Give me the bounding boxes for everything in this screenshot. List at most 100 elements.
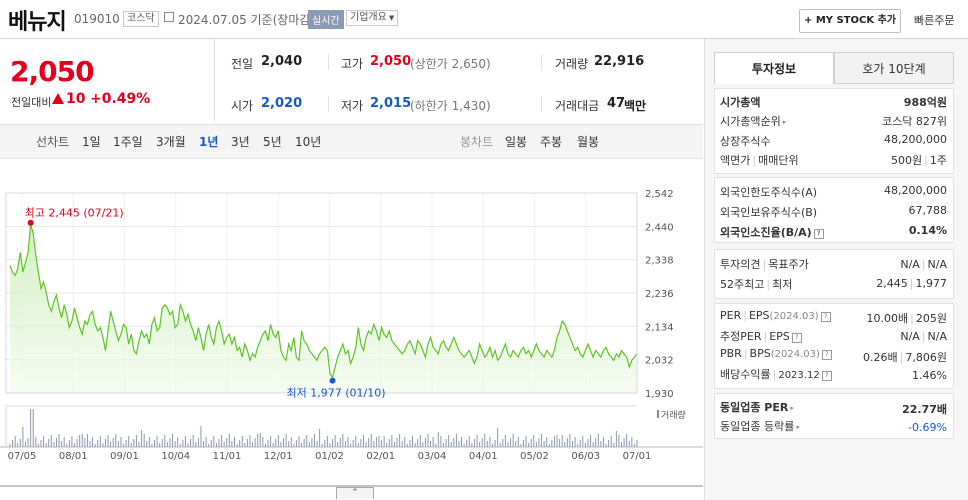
help-icon[interactable]: ?	[820, 312, 831, 322]
quick-order-link[interactable]: 빠른주문	[914, 14, 955, 27]
par-value: 500원	[891, 154, 923, 167]
pbr-val: 0.26배	[863, 351, 898, 364]
calendar-icon	[164, 12, 174, 22]
w52-label: 52주최고 | 최저	[720, 278, 793, 291]
period-5y[interactable]: 5년	[263, 135, 282, 149]
foreign-ratio-value: 0.14%	[908, 224, 947, 237]
help-icon[interactable]: ?	[813, 229, 824, 239]
help-icon[interactable]: ?	[791, 333, 802, 343]
opinion-label: 투자의견 | 목표주가	[720, 258, 809, 271]
help-icon[interactable]: ?	[821, 371, 832, 381]
x-tick-label: 07/05	[8, 451, 37, 462]
chevron-down-icon: ▼	[388, 14, 395, 22]
volume-legend-label: 거래량	[661, 409, 686, 421]
candle-daily[interactable]: 일봉	[505, 135, 528, 149]
change-amount: 10	[66, 91, 86, 107]
high-label: 고가	[341, 57, 364, 71]
est-per-label: 추정PER | EPS?	[720, 328, 802, 344]
industry-per-value: 22.77배	[902, 403, 947, 416]
lower-limit: (하한가 1,430)	[410, 99, 491, 113]
low-value: 2,015	[370, 96, 412, 111]
target-val: N/A	[927, 258, 947, 271]
opinion-val: N/A	[900, 258, 920, 271]
shares-value: 48,200,000	[884, 133, 947, 146]
line-chart-label: 선차트	[36, 135, 70, 149]
company-info-label: 기업개요	[350, 12, 387, 23]
period-3y[interactable]: 3년	[231, 135, 250, 149]
realtime-button[interactable]: 실시간	[308, 10, 344, 29]
tab-hoga[interactable]: 호가 10단계	[834, 52, 954, 84]
price-chart[interactable]: 2,542 2,440 2,338 2,236 2,134 2,032 1,930 07/05…	[0, 0, 703, 500]
pbr-bps-value: 0.26배 | 7,806원	[863, 351, 947, 364]
w52-high-text: 52주최고	[720, 278, 765, 291]
y-tick-label: 2,032	[645, 356, 674, 367]
par-unit-label: 액면가 | 매매단위	[720, 154, 799, 167]
par-unit-value: 500원 | 1주	[891, 154, 947, 167]
volume-legend-swatch	[657, 410, 659, 418]
period-bar	[0, 124, 703, 159]
prev-label: 전일	[231, 57, 254, 71]
period-1w[interactable]: 1주일	[113, 135, 143, 149]
ind-rate-text: 동일업종 등락률	[720, 420, 795, 433]
candle-weekly[interactable]: 주봉	[540, 135, 563, 149]
per-eps-label: PER | EPS(2024.03)?	[720, 309, 831, 322]
period-3m[interactable]: 3개월	[156, 135, 186, 149]
foreign-limit-label: 외국인한도주식수(A)	[720, 186, 818, 199]
collapse-button[interactable]: ⌃	[336, 487, 374, 499]
unit-value: 1주	[929, 154, 947, 167]
par-label: 액면가	[720, 154, 751, 167]
change-label: 전일대비	[11, 96, 52, 109]
dividend-value: 1.46%	[912, 369, 947, 382]
shares-label: 상장주식수	[720, 135, 771, 148]
bps-val: 7,806원	[905, 351, 947, 364]
plot-frame	[5, 192, 638, 394]
foreign-ratio-label: 외국인소진율(B/A)?	[720, 224, 824, 240]
w52-value: 2,445 | 1,977	[876, 277, 947, 290]
divider	[541, 54, 542, 70]
info-box-industry	[714, 393, 954, 439]
foreign-ratio-text: 외국인소진율(B/A)	[720, 226, 812, 239]
industry-rate-value: -0.69%	[908, 421, 947, 434]
info-box-opinion	[714, 249, 954, 299]
company-info-dropdown[interactable]: 기업개요 ▼	[346, 10, 399, 26]
target-text: 목표주가	[768, 258, 809, 271]
opinion-text: 투자의견	[720, 258, 761, 271]
high-label: 최고 2,445 (07/21)	[25, 207, 124, 220]
mcap-rank-value: 코스닥 827위	[882, 115, 947, 128]
period-10y[interactable]: 10년	[295, 135, 322, 149]
x-tick-label: 11/01	[213, 451, 242, 462]
candle-monthly[interactable]: 월봉	[577, 135, 600, 149]
caret-right-icon: ▸	[796, 423, 800, 431]
help-icon[interactable]: ?	[821, 350, 832, 360]
low-marker	[329, 377, 336, 384]
stock-header	[0, 0, 968, 39]
pbr-text: PBR	[720, 347, 742, 360]
pbr-bps-label: PBR | BPS(2024.03)?	[720, 347, 832, 360]
add-mystock-button[interactable]: + MY STOCK 추가	[799, 9, 901, 33]
market-badge: 코스닥	[123, 11, 159, 27]
price-line	[9, 224, 638, 380]
x-tick-label: 01/02	[315, 451, 344, 462]
x-tick-label: 09/01	[110, 451, 139, 462]
price-area	[10, 224, 637, 393]
foreign-hold-value: 67,788	[908, 204, 948, 217]
foreign-limit-value: 48,200,000	[884, 184, 947, 197]
y-tick-label: 2,542	[645, 189, 674, 200]
chevron-up-icon: ⌃	[351, 488, 359, 498]
x-tick-label: 03/04	[418, 451, 447, 462]
volume-value: 22,916	[594, 54, 645, 69]
x-tick-label: 04/01	[469, 451, 498, 462]
caret-right-icon: ▸	[782, 118, 787, 126]
x-tick-label: 10/04	[161, 451, 190, 462]
change-value: 10	[52, 91, 85, 107]
period-1d[interactable]: 1일	[82, 135, 101, 149]
eps-text: EPS	[748, 309, 770, 322]
industry-rate-label: 동일업종 등락률 ▸	[720, 418, 800, 434]
x-tick-label: 08/01	[59, 451, 88, 462]
tab-invest-info[interactable]: 투자정보	[714, 52, 834, 84]
y-tick-label: 2,440	[645, 222, 674, 233]
open-label: 시가	[231, 99, 254, 113]
low-label: 저가	[341, 99, 364, 113]
period-1y[interactable]: 1년	[199, 135, 219, 149]
low-label: 최저 1,977 (01/10)	[287, 387, 386, 400]
